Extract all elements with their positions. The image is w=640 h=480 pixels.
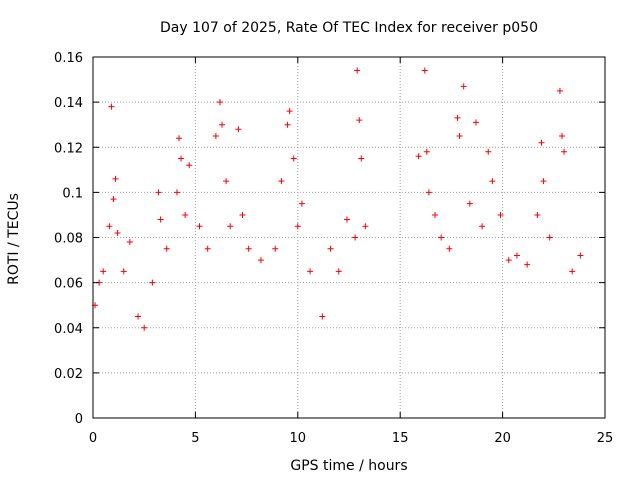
data-point xyxy=(173,189,180,196)
y-tick-label: 0.06 xyxy=(54,277,83,292)
data-point xyxy=(278,178,285,185)
x-tick-label: 0 xyxy=(89,431,97,446)
x-tick-label: 25 xyxy=(597,431,614,446)
data-point xyxy=(106,223,113,230)
x-axis-title: GPS time / hours xyxy=(290,458,407,474)
data-point xyxy=(358,155,365,162)
data-point xyxy=(149,279,156,286)
data-point xyxy=(110,196,117,203)
data-point xyxy=(245,245,252,252)
data-point xyxy=(354,67,361,74)
data-point xyxy=(558,132,565,139)
data-point xyxy=(216,99,223,106)
data-point xyxy=(561,148,568,155)
data-point xyxy=(163,245,170,252)
data-point xyxy=(569,268,576,275)
y-tick-label: 0.1 xyxy=(62,186,83,201)
y-tick-label: 0.14 xyxy=(54,96,83,111)
chart-title: Day 107 of 2025, Rate Of TEC Index for r… xyxy=(160,20,538,36)
data-point xyxy=(456,132,463,139)
data-point xyxy=(235,126,242,133)
data-point xyxy=(362,223,369,230)
data-point xyxy=(182,211,189,218)
y-tick-label: 0.04 xyxy=(54,322,83,337)
data-point xyxy=(294,223,301,230)
data-point xyxy=(454,114,461,121)
data-point xyxy=(186,162,193,169)
data-point xyxy=(114,229,121,236)
data-point xyxy=(126,239,133,246)
data-point xyxy=(319,313,326,320)
data-point xyxy=(513,252,520,259)
y-tick-label: 0.02 xyxy=(54,367,83,382)
data-point xyxy=(577,252,584,259)
y-tick-label: 0 xyxy=(75,412,83,427)
data-point xyxy=(479,223,486,230)
data-point xyxy=(540,178,547,185)
data-point xyxy=(219,121,226,128)
data-point xyxy=(343,216,350,223)
data-point xyxy=(485,148,492,155)
data-point xyxy=(155,189,162,196)
data-point xyxy=(556,87,563,94)
data-point xyxy=(546,234,553,241)
data-point xyxy=(135,313,142,320)
data-point xyxy=(432,211,439,218)
data-point xyxy=(286,108,293,115)
data-point xyxy=(423,148,430,155)
data-point xyxy=(497,211,504,218)
data-point xyxy=(352,234,359,241)
y-tick-label: 0.08 xyxy=(54,232,83,247)
data-point xyxy=(290,155,297,162)
grid-lines xyxy=(93,57,605,418)
data-point xyxy=(157,216,164,223)
data-point xyxy=(223,178,230,185)
data-point xyxy=(272,245,279,252)
data-point xyxy=(298,200,305,207)
data-point xyxy=(204,245,211,252)
data-point xyxy=(284,121,291,128)
data-point xyxy=(415,153,422,160)
y-tick-label: 0.16 xyxy=(54,51,83,66)
data-point xyxy=(257,257,264,264)
data-point xyxy=(438,234,445,241)
data-point xyxy=(446,245,453,252)
data-point xyxy=(120,268,127,275)
data-point xyxy=(335,268,342,275)
data-point xyxy=(356,117,363,124)
data-point xyxy=(327,245,334,252)
data-point xyxy=(538,139,545,146)
data-point xyxy=(112,175,119,182)
data-point xyxy=(100,268,107,275)
data-point xyxy=(108,103,115,110)
data-point xyxy=(472,119,479,126)
data-point xyxy=(421,67,428,74)
x-tick-label: 20 xyxy=(494,431,511,446)
x-tick-label: 10 xyxy=(290,431,307,446)
y-axis-title: ROTI / TECUs xyxy=(6,193,22,285)
data-point xyxy=(141,324,148,331)
data-point xyxy=(534,211,541,218)
axis-ticks: 0 0.02 0.04 0.06 0.08 0.1 0.12 0.14 0.16 0 5 10 15 20… xyxy=(54,51,613,446)
data-point xyxy=(178,155,185,162)
y-tick-label: 0.12 xyxy=(54,141,83,156)
data-point xyxy=(466,200,473,207)
data-point xyxy=(227,223,234,230)
x-tick-label: 15 xyxy=(392,431,409,446)
data-point xyxy=(176,135,183,142)
data-point xyxy=(460,83,467,90)
data-point xyxy=(239,211,246,218)
data-point xyxy=(524,261,531,268)
data-point xyxy=(425,189,432,196)
data-point xyxy=(489,178,496,185)
data-point xyxy=(196,223,203,230)
data-point xyxy=(212,132,219,139)
data-points xyxy=(92,67,584,331)
data-point xyxy=(307,268,314,275)
data-point xyxy=(505,257,512,264)
x-tick-label: 5 xyxy=(191,431,199,446)
